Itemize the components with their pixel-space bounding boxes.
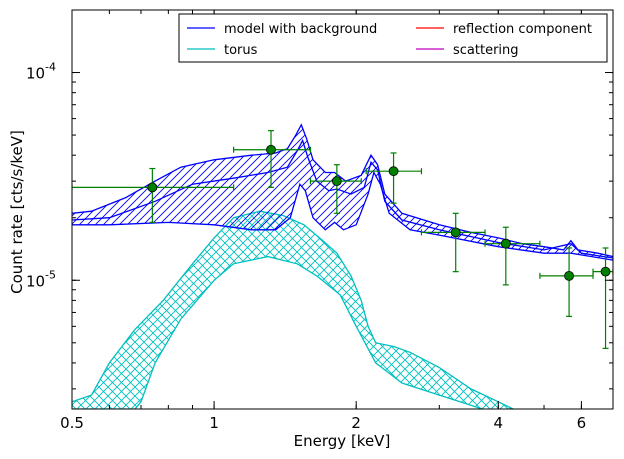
data-point-3 xyxy=(365,152,423,204)
data-point-5 xyxy=(484,226,541,286)
y-tick-exponent: -5 xyxy=(45,268,56,281)
band-fill-model-with-background xyxy=(72,124,613,261)
data-marker xyxy=(388,166,399,177)
y-tick-mantissa: 10 xyxy=(26,272,45,290)
x-tick-label: 2 xyxy=(351,414,361,432)
data-marker xyxy=(450,227,461,238)
data-marker xyxy=(266,144,276,155)
x-axis-label: Energy [keV] xyxy=(294,432,391,450)
legend-entry-0: model with background xyxy=(187,22,377,37)
x-tick-label: 4 xyxy=(494,414,504,432)
x-tick-label: 1 xyxy=(209,414,219,432)
data-marker xyxy=(331,176,342,187)
data-point-6 xyxy=(539,247,594,317)
data-marker xyxy=(500,238,511,249)
x-tick-label: 0.5 xyxy=(60,414,84,432)
y-tick-mantissa: 10 xyxy=(26,65,45,83)
data-marker xyxy=(147,182,158,193)
series-lower-torus xyxy=(72,255,483,409)
legend-label: torus xyxy=(224,43,258,58)
legend-entry-1: reflection component xyxy=(416,22,592,37)
series-lower-model-with-background xyxy=(72,170,613,261)
legend-label: reflection component xyxy=(453,22,592,37)
legend: model with background reflection componen… xyxy=(178,13,608,63)
y-axis-label: Count rate [cts/s/keV] xyxy=(8,130,26,294)
legend-box xyxy=(178,13,608,63)
legend-entry-3: scattering xyxy=(416,43,519,58)
x-tick-label: 6 xyxy=(577,414,587,432)
legend-entry-2: torus xyxy=(187,43,258,58)
data-point-2 xyxy=(309,164,362,214)
data-marker xyxy=(600,266,611,277)
series-upper-torus xyxy=(72,210,514,409)
data-point-0 xyxy=(72,167,235,223)
y-tick-label: 10-4 xyxy=(26,61,56,83)
legend-label: scattering xyxy=(453,43,519,58)
data-point-1 xyxy=(233,130,312,188)
data-point-4 xyxy=(420,212,486,273)
plot-frame xyxy=(71,9,614,410)
y-tick-label: 10-5 xyxy=(26,268,56,290)
data-marker xyxy=(564,270,574,281)
y-tick-exponent: -4 xyxy=(45,61,56,74)
plot-area xyxy=(72,123,613,409)
data-point-7 xyxy=(592,247,613,349)
tick-labels: 0.5 1 2 4 610-510-4 xyxy=(26,61,586,432)
axis-ticks xyxy=(71,9,614,409)
band-fill-torus xyxy=(72,211,514,409)
legend-label: model with background xyxy=(224,22,377,37)
